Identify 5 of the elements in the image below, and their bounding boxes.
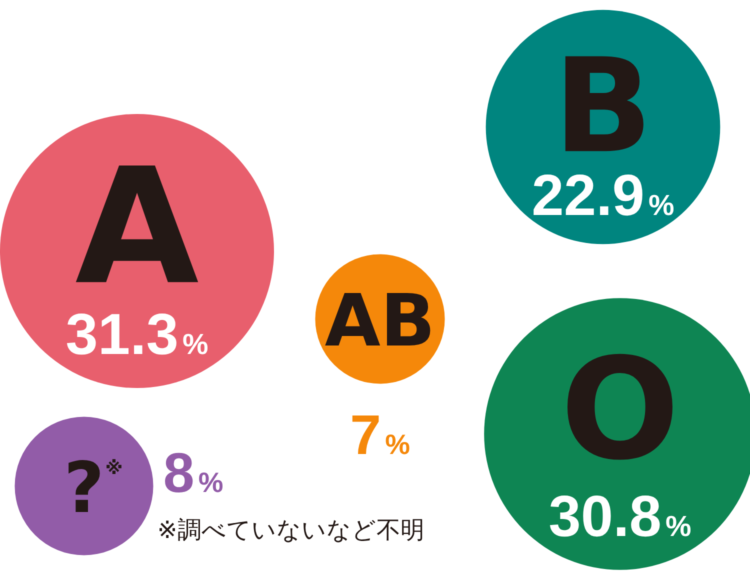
category-label: AB [324, 278, 436, 362]
text: ※調べていないなど不明 [157, 516, 424, 544]
data-label: 7% [350, 402, 410, 466]
category-label: ?※ [64, 447, 123, 529]
data-label: 8% [163, 441, 224, 504]
